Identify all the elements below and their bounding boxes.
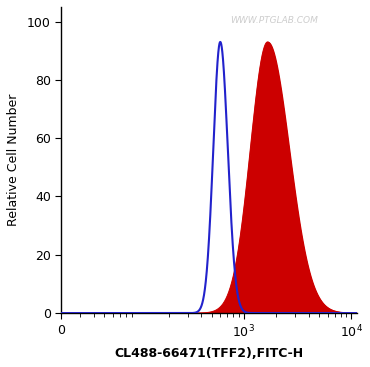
Y-axis label: Relative Cell Number: Relative Cell Number: [7, 94, 20, 226]
Text: WWW.PTGLAB.COM: WWW.PTGLAB.COM: [230, 16, 318, 25]
X-axis label: CL488-66471(TFF2),FITC-H: CL488-66471(TFF2),FITC-H: [114, 347, 303, 360]
